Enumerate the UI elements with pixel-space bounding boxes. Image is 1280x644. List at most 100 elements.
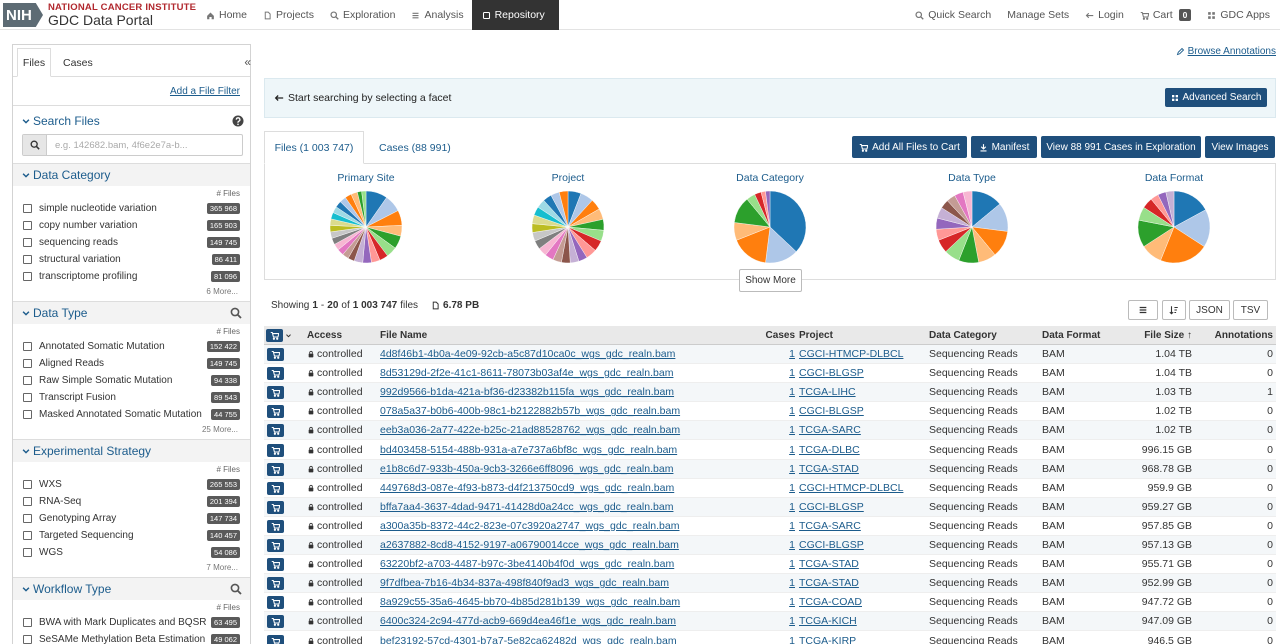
table-cell[interactable]: CGCI-HTMCP-DLBCL — [799, 345, 903, 363]
table-cell[interactable]: a2637882-8cd8-4152-9197-a06790014cce_wgs… — [380, 536, 679, 554]
cell-text[interactable]: 992d9566-b1da-421a-bf36-d23382b115fa_wgs… — [380, 386, 675, 399]
cell-text[interactable]: CGCI-BLGSP — [799, 539, 864, 552]
cell-text[interactable]: TCGA-KIRP — [799, 634, 857, 644]
cell-text[interactable]: 1 — [789, 558, 795, 571]
cell-text[interactable]: 1 — [789, 519, 795, 532]
add-to-cart-button[interactable] — [267, 634, 284, 644]
table-cell[interactable]: TCGA-DLBC — [799, 441, 860, 459]
table-cell[interactable]: 1 — [789, 402, 795, 420]
table-cell[interactable]: TCGA-STAD — [799, 555, 859, 573]
table-cell[interactable]: 9f7dfbea-7b16-4b34-837a-498f840f9ad3_wgs… — [380, 574, 669, 592]
sidebar-tab[interactable]: Cases — [63, 56, 93, 69]
column-header[interactable]: Data Format — [1042, 329, 1101, 341]
browse-annotations[interactable]: Browse Annotations — [1176, 46, 1276, 57]
add-to-cart-button[interactable] — [267, 367, 284, 381]
facet-header[interactable]: Experimental Strategy — [13, 440, 250, 462]
table-cell[interactable]: bd403458-5154-488b-931a-a7e737a6bf8c_wgs… — [380, 441, 677, 459]
add-to-cart-button[interactable] — [267, 577, 284, 591]
nav-item[interactable]: GDC Apps — [1199, 0, 1278, 30]
table-cell[interactable]: bef23192-57cd-4301-b7a7-5e82ca62482d_wgs… — [380, 632, 677, 644]
cell-text[interactable]: TCGA-DLBC — [799, 443, 860, 456]
table-cell[interactable]: 63220bf2-a703-4487-b97c-3be4140b4f0d_wgs… — [380, 555, 674, 573]
cell-text[interactable]: TCGA-COAD — [799, 596, 862, 609]
column-header[interactable]: Annotations — [1214, 329, 1273, 341]
cell-text[interactable]: CGCI-BLGSP — [799, 405, 864, 418]
cell-text[interactable]: TCGA-KICH — [799, 615, 857, 628]
table-cell[interactable]: CGCI-BLGSP — [799, 402, 864, 420]
table-cell[interactable]: 992d9566-b1da-421a-bf36-d23382b115fa_wgs… — [380, 383, 674, 401]
cell-text[interactable]: 1 — [789, 443, 795, 456]
column-header[interactable]: Access — [307, 329, 343, 341]
cell-text[interactable]: 078a5a37-b0b6-400b-98c1-b2122882b57b_wgs… — [380, 405, 681, 418]
cell-text[interactable]: bffa7aa4-3637-4dad-9471-41428d0a24cc_wgs… — [380, 500, 674, 513]
table-cell[interactable]: TCGA-STAD — [799, 460, 859, 478]
add-to-cart-button[interactable] — [267, 481, 284, 495]
table-cell[interactable]: e1b8c6d7-933b-450a-9cb3-3266e6ff8096_wgs… — [380, 460, 673, 478]
facet-item[interactable]: Aligned Reads 149 745 — [13, 355, 250, 372]
facet-item[interactable]: copy number variation 165 903 — [13, 217, 250, 234]
action-button[interactable]: View Images — [1205, 136, 1275, 158]
table-cell[interactable]: CGCI-BLGSP — [799, 536, 864, 554]
add-to-cart-button[interactable] — [267, 519, 284, 533]
facet-item[interactable]: Masked Annotated Somatic Mutation 44 755 — [13, 406, 250, 423]
table-cell[interactable]: 1 — [789, 574, 795, 592]
add-to-cart-button[interactable] — [267, 348, 284, 361]
results-tab[interactable]: Cases (88 991) — [379, 141, 451, 154]
results-tab[interactable]: Files (1 003 747) — [264, 131, 364, 164]
facet-item[interactable]: BWA with Mark Duplicates and BQSR 63 495 — [13, 614, 250, 631]
add-to-cart-button[interactable] — [267, 386, 284, 400]
sort-button[interactable] — [1162, 300, 1186, 320]
add-filter-link[interactable]: Add a File Filter — [169, 86, 240, 97]
table-cell[interactable]: 4d8f46b1-4b0a-4e09-92cb-a5c87d10ca0c_wgs… — [380, 345, 675, 363]
cell-text[interactable]: 63220bf2-a703-4487-b97c-3be4140b4f0d_wgs… — [380, 558, 675, 571]
cell-text[interactable]: a2637882-8cd8-4152-9197-a06790014cce_wgs… — [380, 539, 679, 552]
table-cell[interactable]: 1 — [789, 555, 795, 573]
cell-text[interactable]: 1 — [789, 634, 795, 644]
table-cell[interactable]: 1 — [789, 479, 795, 497]
add-to-cart-button[interactable] — [267, 424, 284, 438]
table-cell[interactable]: CGCI-HTMCP-DLBCL — [799, 479, 903, 497]
cell-text[interactable]: 449768d3-087e-4f93-b873-d4f213750cd9_wgs… — [380, 481, 675, 494]
cart-all-button[interactable] — [266, 329, 294, 342]
facet-item[interactable]: structural variation 86 411 — [13, 251, 250, 268]
cell-text[interactable]: TCGA-STAD — [799, 462, 859, 475]
cell-text[interactable]: 1 — [789, 348, 795, 361]
cell-text[interactable]: CGCI-HTMCP-DLBCL — [799, 348, 904, 361]
facet-item[interactable]: WGS 54 086 — [13, 544, 250, 561]
table-cell[interactable]: 078a5a37-b0b6-400b-98c1-b2122882b57b_wgs… — [380, 402, 680, 420]
cell-text[interactable]: CGCI-BLGSP — [799, 500, 864, 513]
add-to-cart-button[interactable] — [267, 558, 284, 572]
add-to-cart-button[interactable] — [267, 405, 284, 419]
table-cell[interactable]: 1 — [789, 460, 795, 478]
add-to-cart-button[interactable] — [267, 539, 284, 552]
facet-header[interactable]: Data Category — [13, 164, 250, 186]
table-cell[interactable]: CGCI-BLGSP — [799, 498, 864, 516]
cell-text[interactable]: 1 — [789, 367, 795, 380]
table-cell[interactable]: eeb3a036-2a77-422e-b25c-21ad88528762_wgs… — [380, 421, 680, 439]
facet-item[interactable]: transcriptome profiling 81 096 — [13, 268, 250, 285]
table-cell[interactable]: CGCI-BLGSP — [799, 364, 864, 382]
nav-item[interactable]: Quick Search — [907, 0, 999, 30]
facet-item[interactable]: WXS 265 553 — [13, 476, 250, 493]
sidebar-tab[interactable]: Files — [17, 48, 51, 77]
cell-text[interactable]: 1 — [789, 615, 795, 628]
add-to-cart-button[interactable] — [267, 615, 284, 629]
portal-name[interactable]: GDC Data Portal — [48, 12, 154, 28]
cell-text[interactable]: TCGA-STAD — [799, 577, 859, 590]
action-button[interactable]: View 88 991 Cases in Exploration — [1041, 136, 1201, 158]
cell-text[interactable]: 1 — [789, 462, 795, 475]
table-cell[interactable]: 1 — [789, 632, 795, 644]
cell-text[interactable]: CGCI-HTMCP-DLBCL — [799, 481, 904, 494]
column-header[interactable]: File Name — [380, 329, 428, 341]
facet-item[interactable]: Transcript Fusion 89 543 — [13, 389, 250, 406]
facet-header[interactable]: Workflow Type — [13, 578, 250, 600]
more-link[interactable]: 6 More... — [206, 287, 238, 296]
table-cell[interactable]: 1 — [789, 498, 795, 516]
cell-text[interactable]: a300a35b-8372-44c2-823e-07c3920a2747_wgs… — [380, 519, 680, 532]
nav-item[interactable]: Analysis — [403, 0, 471, 30]
cell-text[interactable]: bd403458-5154-488b-931a-a7e737a6bf8c_wgs… — [380, 443, 678, 456]
more-link[interactable]: 25 More... — [201, 425, 238, 434]
export-button[interactable]: TSV — [1233, 300, 1268, 320]
nav-item[interactable]: Cart 0 — [1132, 0, 1200, 30]
facet-header[interactable]: Data Type — [13, 302, 250, 324]
